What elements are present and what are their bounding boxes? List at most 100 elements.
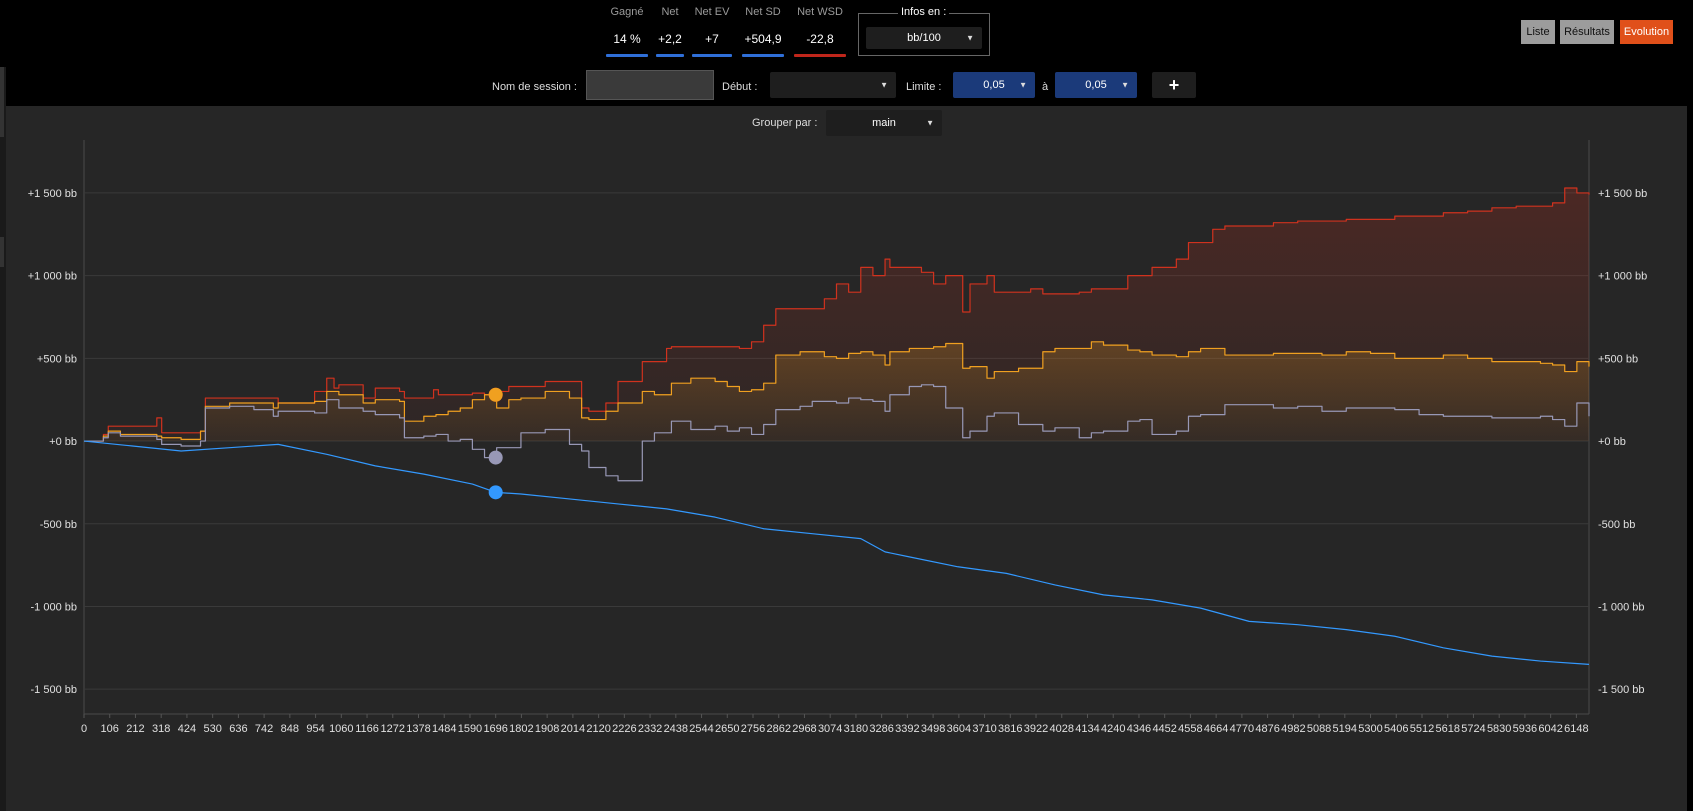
y-tick-label-right: -1 000 bb	[1598, 601, 1644, 613]
x-tick-label: 1484	[432, 723, 456, 735]
x-tick-label: 1378	[406, 723, 430, 735]
stat-label: Net	[661, 6, 679, 18]
x-tick-label: 2650	[715, 723, 739, 735]
session-name-input[interactable]	[586, 70, 714, 100]
stat-underline	[692, 54, 732, 57]
x-tick-label: 2756	[741, 723, 765, 735]
stat-value: +7	[705, 32, 719, 46]
x-tick-label: 636	[229, 723, 247, 735]
x-tick-label: 1272	[381, 723, 405, 735]
y-tick-label-right: +1 000 bb	[1598, 271, 1647, 283]
x-tick-label: 5724	[1461, 723, 1485, 735]
x-tick-label: 4664	[1204, 723, 1228, 735]
x-tick-label: 2544	[689, 723, 713, 735]
x-tick-label: 2438	[664, 723, 688, 735]
x-tick-label: 2332	[638, 723, 662, 735]
x-tick-label: 5088	[1307, 723, 1331, 735]
series-line	[84, 187, 1590, 442]
x-tick-label: 2226	[612, 723, 636, 735]
x-tick-label: 4770	[1230, 723, 1254, 735]
x-tick-label: 1696	[483, 723, 507, 735]
x-tick-label: 5300	[1358, 723, 1382, 735]
chevron-down-icon: ▼	[880, 80, 888, 90]
y-tick-label: -500 bb	[40, 519, 77, 531]
x-tick-label: 2862	[766, 723, 790, 735]
x-tick-label: 4876	[1255, 723, 1279, 735]
x-tick-label: 5936	[1513, 723, 1537, 735]
x-tick-label: 4346	[1127, 723, 1151, 735]
left-strip-segment	[0, 67, 4, 137]
x-tick-label: 212	[126, 723, 144, 735]
y-tick-label: +1 000 bb	[28, 271, 77, 283]
view-list-button[interactable]: Liste	[1521, 20, 1555, 44]
view-evolution-button[interactable]: Evolution	[1620, 20, 1673, 44]
chevron-down-icon: ▼	[926, 118, 934, 128]
series-line	[83, 440, 1590, 665]
x-tick-label: 5618	[1435, 723, 1459, 735]
y-tick-label: +0 bb	[49, 436, 77, 448]
x-tick-label: 3074	[818, 723, 842, 735]
infos-unit-dropdown[interactable]: bb/100 ▼	[866, 27, 982, 49]
stat-value: +2,2	[658, 32, 682, 46]
session-name-label: Nom de session :	[492, 81, 577, 93]
stat-value: -22,8	[806, 32, 834, 46]
add-filter-button[interactable]: +	[1152, 72, 1196, 98]
x-tick-label: 6042	[1538, 723, 1562, 735]
infos-legend: Infos en :	[898, 6, 950, 18]
limit-to-value: 0,05	[1085, 79, 1107, 91]
y-tick-label: -1 000 bb	[31, 601, 77, 613]
plus-icon: +	[1168, 74, 1180, 95]
x-tick-label: 2120	[586, 723, 610, 735]
x-tick-label: 4982	[1281, 723, 1305, 735]
view-results-button[interactable]: Résultats	[1560, 20, 1614, 44]
x-tick-label: 4134	[1075, 723, 1099, 735]
x-tick-label: 5406	[1384, 723, 1408, 735]
filter-toolbar: Nom de session : Début : ▼ Limite : 0,05…	[6, 67, 1687, 106]
limit-from-value: 0,05	[983, 79, 1005, 91]
x-tick-label: 106	[101, 723, 119, 735]
y-tick-label-right: -1 500 bb	[1598, 684, 1644, 696]
x-tick-label: 0	[81, 723, 87, 735]
x-tick-label: 5512	[1410, 723, 1434, 735]
x-tick-label: 848	[281, 723, 299, 735]
x-tick-label: 3180	[844, 723, 868, 735]
left-strip-segment	[0, 237, 4, 267]
stat-underline	[794, 54, 846, 57]
stats-header: Gagné 14 % Net +2,2 Net EV +7 Net SD +50…	[0, 0, 1693, 67]
y-tick-label: +1 500 bb	[28, 188, 77, 200]
x-tick-label: 1590	[458, 723, 482, 735]
chevron-down-icon: ▼	[966, 33, 974, 43]
start-dropdown[interactable]: ▼	[770, 72, 896, 98]
series-line	[84, 384, 1590, 482]
x-tick-label: 4558	[1178, 723, 1202, 735]
infos-unit-value: bb/100	[907, 32, 941, 44]
limit-to-dropdown[interactable]: 0,05 ▼	[1055, 72, 1137, 98]
x-tick-label: 742	[255, 723, 273, 735]
left-edge-strip	[0, 67, 6, 811]
x-tick-label: 424	[178, 723, 196, 735]
x-tick-label: 1908	[535, 723, 559, 735]
limit-from-dropdown[interactable]: 0,05 ▼	[953, 72, 1035, 98]
x-tick-label: 1166	[355, 723, 379, 735]
stat-label: Net EV	[694, 6, 730, 18]
x-tick-label: 6148	[1564, 723, 1588, 735]
group-by-dropdown[interactable]: main ▼	[826, 110, 942, 136]
stat-underline	[606, 54, 648, 57]
series-marker	[488, 450, 503, 465]
group-by-value: main	[872, 117, 896, 129]
x-tick-label: 954	[306, 723, 324, 735]
y-tick-label: -1 500 bb	[31, 684, 77, 696]
y-tick-label-right: -500 bb	[1598, 519, 1635, 531]
x-tick-label: 5830	[1487, 723, 1511, 735]
group-by-label: Grouper par :	[752, 117, 818, 129]
x-tick-label: 3922	[1024, 723, 1048, 735]
chevron-down-icon: ▼	[1121, 80, 1129, 90]
x-tick-label: 1802	[509, 723, 533, 735]
evolution-chart[interactable]: +1 500 bb +1 500 bb +1 000 bb +1 000 bb +500…	[6, 106, 1687, 811]
y-tick-label-right: +500 bb	[1598, 353, 1638, 365]
x-tick-label: 3286	[869, 723, 893, 735]
start-label: Début :	[722, 81, 758, 93]
x-tick-label: 318	[152, 723, 170, 735]
y-tick-label-right: +1 500 bb	[1598, 188, 1647, 200]
series-area	[84, 341, 1589, 442]
